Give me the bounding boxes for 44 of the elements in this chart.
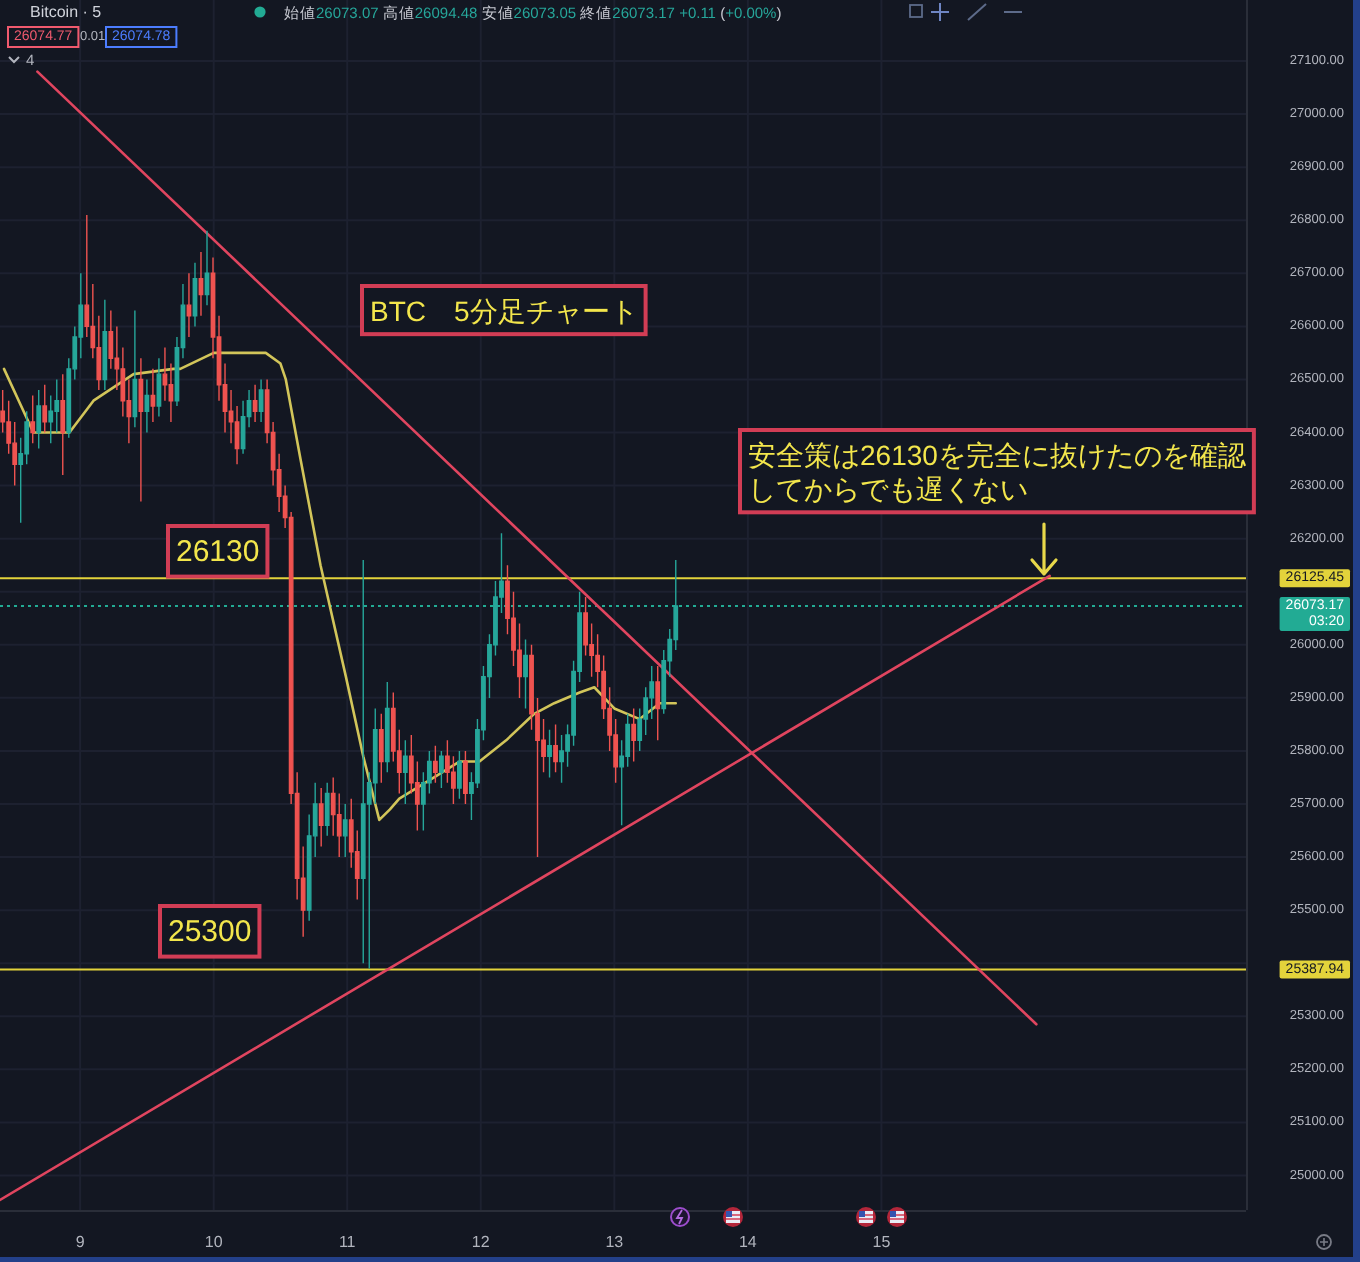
x-tick-label: 10 (204, 1233, 224, 1251)
candlestick (438, 750, 444, 789)
candlestick (252, 384, 258, 423)
x-tick-label: 11 (338, 1233, 357, 1251)
candlestick (156, 357, 162, 418)
candlestick (204, 230, 210, 306)
candlestick (30, 394, 36, 444)
candlestick (36, 389, 42, 450)
x-tick-label: 15 (872, 1233, 892, 1251)
candlestick (324, 782, 330, 837)
x-tick-label: 13 (605, 1233, 625, 1251)
annotation: 26130 (176, 535, 260, 570)
candlestick (318, 787, 324, 848)
candlestick (547, 729, 552, 779)
candlestick (186, 272, 192, 338)
candlestick (132, 309, 138, 428)
candlestick (138, 357, 144, 503)
candlestick (60, 373, 66, 476)
annotation: 25300 (168, 915, 252, 950)
annotation: 安全策は26130を完全に抜けたのを確認してからでも遅くない (748, 439, 1246, 506)
candlestick (198, 251, 204, 317)
x-tick-label: 9 (75, 1233, 86, 1251)
x-tick-label: 14 (738, 1233, 758, 1251)
chart-title: Bitcoin · 5 (30, 3, 103, 21)
candlestick (102, 299, 108, 391)
x-tick-label: 12 (471, 1233, 491, 1251)
candlestick (144, 378, 150, 434)
candlestick (457, 750, 462, 800)
candlestick (258, 378, 264, 423)
candlestick (378, 713, 384, 784)
candlestick (432, 744, 438, 784)
candlestick (384, 681, 390, 773)
candlestick (150, 368, 156, 423)
candlestick (342, 803, 348, 858)
candlestick (42, 384, 48, 434)
line-series (2, 351, 678, 822)
candlestick (655, 665, 661, 742)
candlestick (631, 707, 637, 763)
annotation: BTC 5分足チャート (370, 295, 638, 328)
candlestick (402, 739, 408, 805)
candlestick (523, 638, 528, 710)
candlestick (553, 723, 558, 773)
candlestick (463, 750, 468, 805)
candlestick (192, 262, 198, 328)
